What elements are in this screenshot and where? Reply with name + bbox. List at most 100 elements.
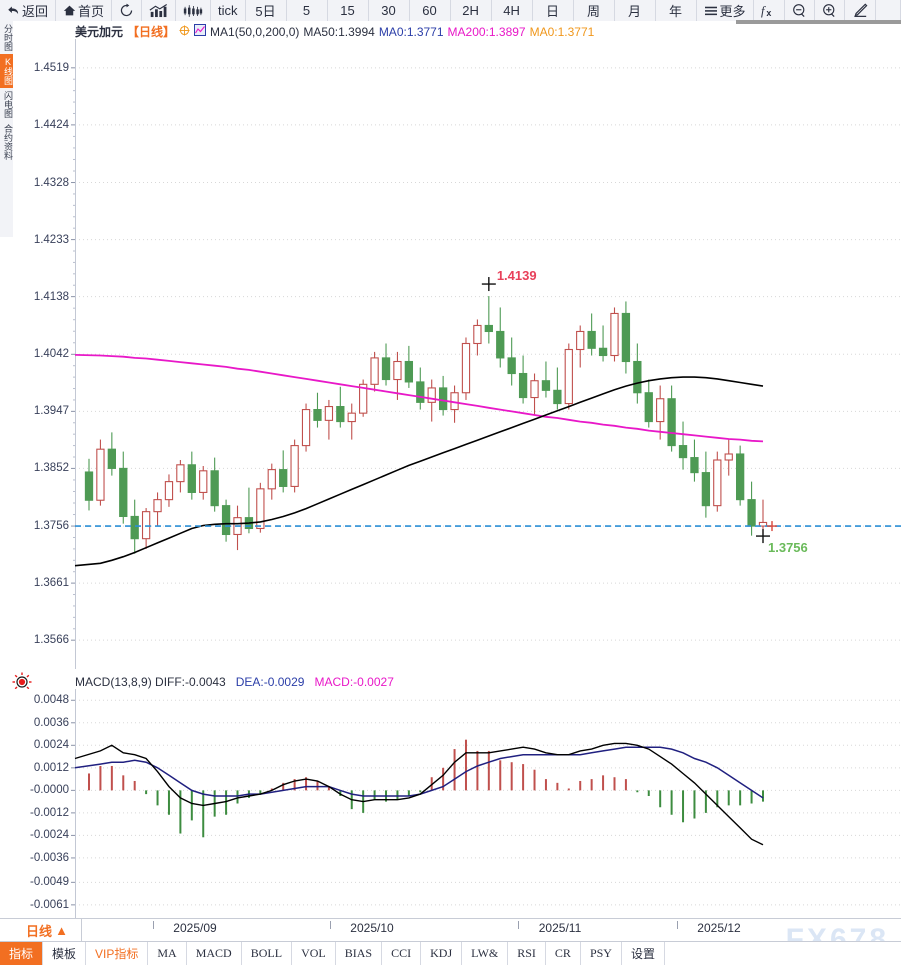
ma0-blue-value: MA0:1.3771 <box>378 24 444 39</box>
date-tick-mark <box>677 921 678 929</box>
period-5-button[interactable]: 5 <box>287 0 328 21</box>
horizontal-scrollbar[interactable] <box>736 20 901 24</box>
period-label: 日 <box>546 4 560 19</box>
indicator-tab-bias[interactable]: BIAS <box>336 942 383 965</box>
period-30-button[interactable]: 30 <box>369 0 410 21</box>
candlestick-button[interactable] <box>176 0 212 21</box>
zoom-out-button[interactable] <box>785 0 815 21</box>
macd-chart-plot[interactable] <box>13 689 901 918</box>
draw-tool-button[interactable] <box>845 0 876 21</box>
tick-button[interactable]: tick <box>211 0 246 21</box>
candlestick-icon <box>183 4 203 17</box>
period-15-button[interactable]: 15 <box>328 0 369 21</box>
indicator-tab-[interactable]: 指标 <box>0 942 44 965</box>
price-tick-label: 1.4328 <box>33 176 69 189</box>
macd-tick-label: 0.0036 <box>33 716 69 729</box>
ma50-value: MA50:1.3994 <box>303 24 375 39</box>
macd-settings-icon[interactable] <box>11 671 33 698</box>
last-price-annotation: 1.3756 <box>768 540 808 555</box>
indicator-tab-cci[interactable]: CCI <box>382 942 422 965</box>
price-axis-labels: 1.4519 1.4424 1.4328 1.4233 1.4138 1.4042 1.39… <box>13 39 75 669</box>
period-bar: 日线 ▲ 2025/09 2025/10 2025/11 2025/12 FX678 <box>0 918 901 956</box>
indicator-tab-cr[interactable]: CR <box>546 942 581 965</box>
sidebar-item-lightning[interactable]: 闪电图 <box>3 91 13 118</box>
indicator-tab-ma[interactable]: MA <box>148 942 187 965</box>
date-tick-label: 2025/11 <box>538 921 582 935</box>
sidebar-item-timeline[interactable]: 分时图 <box>3 24 13 51</box>
price-chart-plot[interactable]: 1.3756 1.4139 <box>13 39 901 669</box>
indicator-tab-vol[interactable]: VOL <box>292 942 336 965</box>
crosshair-icon[interactable] <box>179 24 190 39</box>
macd-tick-label: -0.0049 <box>29 876 69 889</box>
sidebar-item-kline[interactable]: K线图 <box>0 54 13 88</box>
ma0-orange-value: MA0:1.3771 <box>529 24 595 39</box>
macd-tick-label: -0.0012 <box>29 806 69 819</box>
macd-params-label: MACD(13,8,9) DIFF:-0.0043 <box>75 675 226 689</box>
indicator-tab-[interactable]: 设置 <box>622 942 665 965</box>
macd-dea-value: DEA:-0.0029 <box>235 675 305 689</box>
price-tick-label: 1.3756 <box>33 520 69 533</box>
indicator-tab-vip[interactable]: VIP指标 <box>86 942 149 965</box>
indicator-tab-kdj[interactable]: KDJ <box>421 942 463 965</box>
macd-tick-label: 0.0024 <box>33 739 69 752</box>
period-label: 【日线】 <box>127 25 176 39</box>
pencil-icon <box>853 3 867 17</box>
price-tick-label: 1.4138 <box>33 290 69 303</box>
indicator-tab-macd[interactable]: MACD <box>187 942 242 965</box>
date-tick-label: 2025/09 <box>173 921 217 935</box>
date-tick-mark <box>153 921 154 929</box>
home-button[interactable]: 首页 <box>56 0 113 21</box>
indicator-tab-lw[interactable]: LW& <box>462 942 509 965</box>
period-label: 30 <box>381 3 396 18</box>
price-tick-label: 1.4519 <box>33 61 69 74</box>
toolbar-filler <box>876 0 901 21</box>
period-5d-button[interactable]: 5日 <box>246 0 287 21</box>
period-label: 2H <box>462 3 479 18</box>
indicator-tab-psy[interactable]: PSY <box>581 942 622 965</box>
fx-icon: f x <box>761 4 771 18</box>
indicator-icon[interactable] <box>194 24 207 39</box>
macd-tick-label: -0.0061 <box>29 898 69 911</box>
indicator-tab-[interactable]: 模板 <box>43 942 87 965</box>
svg-text:f: f <box>761 4 766 18</box>
back-button[interactable]: 返回 <box>0 0 57 21</box>
date-tick-label: 2025/10 <box>350 921 394 935</box>
fx-button[interactable]: f x <box>754 0 785 21</box>
macd-value: MACD:-0.0027 <box>314 675 394 689</box>
period-4h-button[interactable]: 4H <box>492 0 533 21</box>
date-tick-label: 2025/12 <box>697 921 741 935</box>
period-day-button[interactable]: 日 <box>533 0 574 21</box>
refresh-button[interactable] <box>112 0 143 21</box>
bar-chart-icon <box>149 3 168 17</box>
current-period-button[interactable]: 日线 ▲ <box>13 919 82 942</box>
period-label: 15 <box>340 3 355 18</box>
ma200-value: MA200:1.3897 <box>447 24 526 39</box>
period-label: 月 <box>628 4 642 19</box>
more-label: 更多 <box>719 4 746 19</box>
sidebar-item-contract-info[interactable]: 合约资料 <box>3 124 13 160</box>
price-tick-label: 1.4233 <box>33 233 69 246</box>
chart-stage[interactable]: 美元加元 【日线】 MA1(50,0,200,0) MA50:1.3994 MA… <box>11 21 901 918</box>
home-icon <box>63 5 76 16</box>
back-label: 返回 <box>22 4 49 19</box>
macd-axis-labels: 0.0048 0.0036 0.0024 0.0012 -0.0000 -0.0012 -0… <box>13 689 75 918</box>
macd-tick-label: -0.0024 <box>29 829 69 842</box>
indicator-tab-boll[interactable]: BOLL <box>242 942 293 965</box>
refresh-icon <box>120 3 133 17</box>
period-2h-button[interactable]: 2H <box>451 0 492 21</box>
indicator-tab-rsi[interactable]: RSI <box>508 942 546 965</box>
bar-chart-button[interactable] <box>142 0 177 21</box>
period-week-button[interactable]: 周 <box>574 0 615 21</box>
period-60-button[interactable]: 60 <box>410 0 451 21</box>
price-tick-label: 1.3661 <box>33 577 69 590</box>
back-arrow-icon <box>8 6 19 15</box>
period-month-button[interactable]: 月 <box>615 0 656 21</box>
macd-tick-label: 0.0012 <box>33 761 69 774</box>
zoom-in-button[interactable] <box>815 0 845 21</box>
price-tick-label: 1.3852 <box>33 462 69 475</box>
period-year-button[interactable]: 年 <box>656 0 697 21</box>
sort-arrow-icon: ▲ <box>55 923 68 938</box>
more-button[interactable]: 更多 <box>697 0 754 21</box>
date-tick-mark <box>518 921 519 929</box>
zoom-in-icon <box>822 4 835 18</box>
